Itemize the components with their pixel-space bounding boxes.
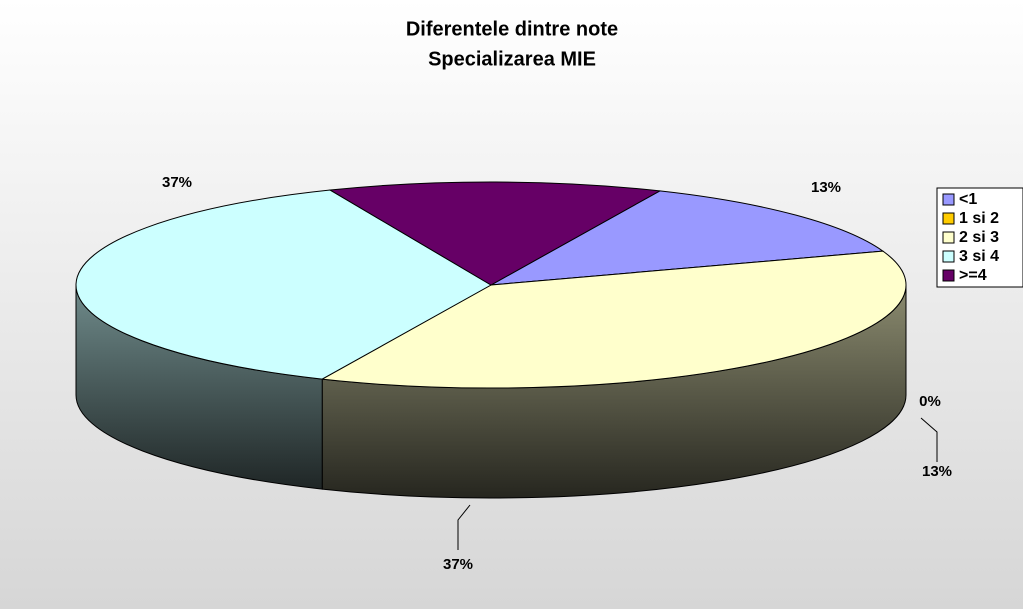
legend-swatch	[942, 193, 955, 206]
legend-swatch	[942, 269, 955, 282]
legend-label: 2 si 3	[959, 229, 999, 246]
leader-line	[457, 504, 471, 550]
legend-label: 1 si 2	[959, 210, 999, 227]
pie-slice	[490, 190, 885, 286]
legend: <1 1 si 2 2 si 3 3 si 4 >=4	[936, 187, 1023, 288]
data-label: 37%	[443, 556, 473, 573]
data-label: 0%	[919, 393, 941, 410]
legend-swatch	[942, 250, 955, 263]
legend-label: 3 si 4	[959, 248, 999, 265]
chart-title: Diferentele dintre note	[406, 18, 618, 40]
legend-swatch	[942, 231, 955, 244]
pie-slice	[75, 189, 493, 380]
pie-slice	[328, 181, 662, 286]
chart-subtitle: Specializarea MIE	[428, 48, 596, 70]
data-label: 13%	[922, 463, 952, 480]
data-label: 13%	[811, 179, 841, 196]
leader-line	[920, 417, 938, 462]
legend-swatch	[942, 212, 955, 225]
pie: 13% 0% 37% 37% 13%	[75, 174, 952, 573]
data-label: 37%	[162, 174, 192, 191]
legend-label: <1	[959, 191, 977, 208]
pie-slice	[320, 250, 907, 389]
legend-label: >=4	[959, 267, 987, 284]
